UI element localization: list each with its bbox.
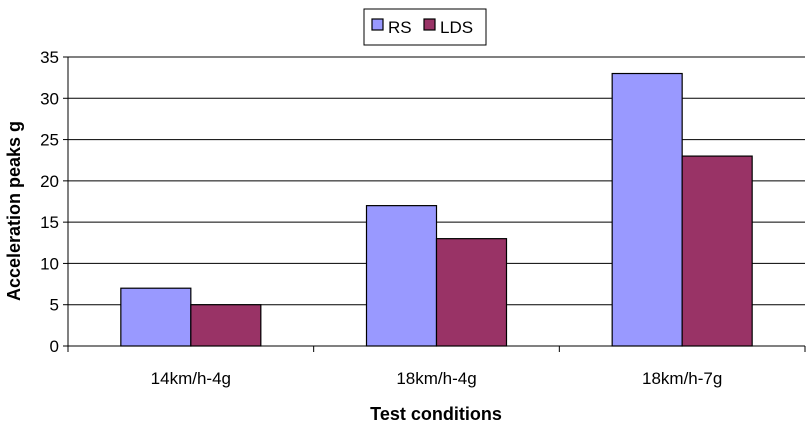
- y-tick-label: 15: [40, 213, 59, 232]
- x-category-label: 14km/h-4g: [151, 369, 231, 388]
- bars: [120, 72, 753, 347]
- legend-label-rs: RS: [388, 18, 412, 37]
- legend: RS LDS: [363, 8, 487, 46]
- x-axis-ticks: [67, 346, 806, 352]
- y-tick-label: 0: [50, 337, 59, 356]
- legend-swatch-rs: [371, 18, 384, 31]
- y-tick-label: 20: [40, 172, 59, 191]
- y-tick-label: 5: [50, 296, 59, 315]
- x-category-label: 18km/h-7g: [642, 369, 722, 388]
- legend-swatch-lds: [423, 18, 436, 31]
- x-category-label: 18km/h-4g: [396, 369, 476, 388]
- bar-lds-2: [435, 238, 508, 347]
- y-tick-label: 30: [40, 89, 59, 108]
- y-tick-label: 25: [40, 131, 59, 150]
- legend-label-lds: LDS: [440, 18, 473, 37]
- bar-lds-3: [681, 155, 753, 347]
- bar-rs-2: [365, 205, 438, 347]
- bar-lds-1: [190, 304, 262, 347]
- category-labels: 14km/h-4g 18km/h-4g 18km/h-7g: [151, 369, 723, 388]
- bar-rs-1: [120, 287, 192, 347]
- y-tick-label: 35: [40, 48, 59, 67]
- x-axis-title: Test conditions: [370, 404, 502, 424]
- y-tick-label: 10: [40, 254, 59, 273]
- y-axis-ticks: 0 5 10 15 20 25 30 35: [40, 48, 68, 356]
- bar-rs-3: [611, 72, 683, 347]
- y-axis-title: Acceleration peaks g: [4, 121, 24, 301]
